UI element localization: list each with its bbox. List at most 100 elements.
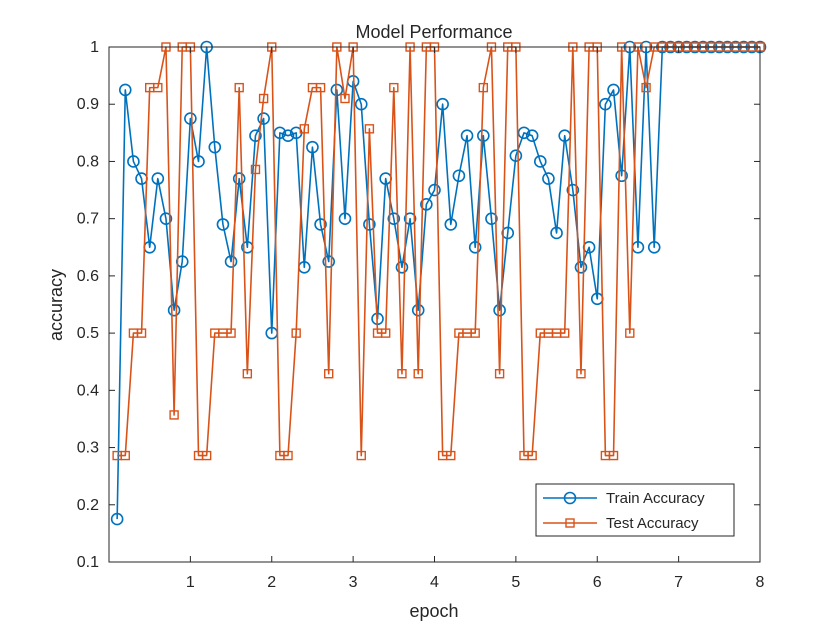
x-tick-label: 5 — [511, 574, 520, 591]
data-point-train-accuracy — [452, 169, 466, 183]
data-point-train-accuracy — [517, 126, 531, 140]
data-point-test-accuracy — [446, 450, 456, 461]
data-point-test-accuracy — [625, 328, 635, 338]
x-axis: 1 2 3 4 5 6 7 8 — [186, 47, 765, 591]
data-point-train-accuracy — [428, 183, 441, 197]
legend-marker-train-accuracy — [563, 491, 577, 505]
data-point-test-accuracy — [315, 82, 326, 93]
data-point-train-accuracy — [118, 83, 132, 97]
data-point-train-accuracy — [647, 240, 661, 254]
data-point-train-accuracy — [159, 212, 173, 225]
data-point-train-accuracy — [485, 212, 498, 225]
data-point-train-accuracy — [322, 255, 336, 268]
y-tick-label: 0.5 — [77, 325, 99, 342]
x-tick-label: 2 — [267, 574, 276, 591]
data-point-train-accuracy — [460, 129, 474, 142]
data-point-train-accuracy — [509, 149, 523, 163]
y-tick-label: 1 — [90, 39, 99, 56]
data-point-train-accuracy — [501, 226, 515, 240]
y-tick-label: 0.3 — [77, 440, 99, 457]
data-point-test-accuracy — [299, 124, 309, 134]
y-tick-label: 0.1 — [77, 554, 99, 571]
data-point-train-accuracy — [477, 129, 490, 142]
data-point-train-accuracy — [110, 512, 124, 526]
data-point-test-accuracy — [527, 450, 537, 461]
data-point-train-accuracy — [395, 261, 409, 274]
data-point-test-accuracy — [364, 124, 375, 134]
x-tick-label: 4 — [430, 574, 439, 591]
x-tick-label: 3 — [349, 574, 358, 591]
data-point-train-accuracy — [127, 155, 140, 168]
data-point-test-accuracy — [250, 164, 261, 175]
y-tick-label: 0.9 — [77, 96, 99, 113]
data-point-train-accuracy — [615, 169, 628, 183]
y-tick-label: 0.6 — [77, 268, 99, 285]
data-point-train-accuracy — [314, 218, 327, 231]
data-point-train-accuracy — [224, 255, 238, 268]
x-axis-title: epoch — [409, 601, 458, 621]
data-point-test-accuracy — [356, 450, 366, 461]
data-point-test-accuracy — [242, 369, 253, 379]
data-point-test-accuracy — [478, 82, 489, 93]
series-line-train-accuracy — [116, 46, 760, 520]
data-point-train-accuracy — [167, 303, 181, 317]
y-axis: 0.1 0.2 0.3 0.4 0.5 0.6 0.7 0.8 0.9 1 — [77, 39, 760, 571]
data-point-train-accuracy — [306, 140, 319, 154]
data-point-train-accuracy — [566, 183, 580, 197]
data-point-test-accuracy — [413, 369, 423, 379]
data-point-train-accuracy — [232, 172, 246, 185]
data-point-test-accuracy — [340, 93, 350, 104]
data-point-train-accuracy — [444, 218, 458, 231]
data-point-train-accuracy — [257, 112, 270, 125]
series-line-test-accuracy — [117, 46, 760, 457]
data-point-train-accuracy — [363, 218, 376, 231]
data-point-test-accuracy — [201, 450, 212, 461]
data-point-train-accuracy — [420, 198, 433, 211]
data-point-train-accuracy — [542, 172, 555, 185]
data-point-train-accuracy — [208, 140, 222, 154]
data-point-test-accuracy — [576, 369, 586, 379]
data-point-train-accuracy — [249, 129, 262, 142]
data-point-train-accuracy — [216, 218, 230, 231]
data-point-train-accuracy — [403, 212, 417, 225]
y-tick-label: 0.4 — [77, 382, 99, 399]
data-point-train-accuracy — [599, 97, 612, 111]
data-point-train-accuracy — [354, 97, 368, 111]
plot-area — [109, 47, 760, 562]
data-point-test-accuracy — [494, 369, 505, 379]
data-point-test-accuracy — [136, 328, 147, 338]
data-point-test-accuracy — [291, 328, 301, 338]
chart-title: Model Performance — [355, 22, 512, 42]
data-point-train-accuracy — [533, 155, 547, 168]
y-tick-label: 0.7 — [77, 211, 99, 228]
data-point-test-accuracy — [234, 82, 244, 93]
y-axis-title: accuracy — [46, 269, 66, 341]
data-point-train-accuracy — [525, 129, 539, 142]
data-point-train-accuracy — [607, 83, 620, 97]
data-point-train-accuracy — [436, 97, 449, 111]
data-point-train-accuracy — [493, 303, 506, 317]
data-point-train-accuracy — [468, 240, 482, 254]
data-point-test-accuracy — [120, 450, 130, 461]
legend-label-train-accuracy: Train Accuracy — [606, 490, 705, 507]
data-point-train-accuracy — [281, 129, 295, 142]
x-tick-label: 6 — [593, 574, 602, 591]
data-point-train-accuracy — [574, 261, 588, 274]
data-point-test-accuracy — [153, 82, 163, 93]
data-point-test-accuracy — [641, 82, 651, 93]
data-point-train-accuracy — [151, 172, 165, 185]
x-tick-label: 8 — [756, 574, 765, 591]
legend-marker-test-accuracy — [565, 518, 575, 528]
data-point-test-accuracy — [389, 82, 399, 93]
data-point-train-accuracy — [550, 226, 563, 240]
y-tick-label: 0.2 — [77, 497, 99, 514]
data-point-test-accuracy — [258, 93, 269, 104]
data-point-test-accuracy — [324, 369, 334, 379]
data-point-test-accuracy — [169, 410, 179, 420]
legend: Train Accuracy Test Accuracy — [535, 483, 735, 537]
data-point-train-accuracy — [411, 303, 425, 317]
x-tick-label: 7 — [674, 574, 683, 591]
data-point-train-accuracy — [273, 126, 287, 140]
data-point-test-accuracy — [283, 450, 293, 461]
